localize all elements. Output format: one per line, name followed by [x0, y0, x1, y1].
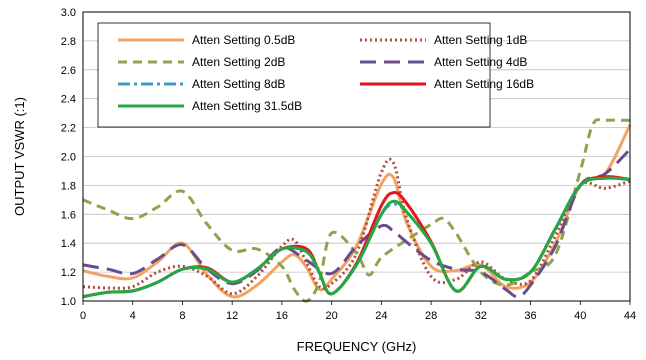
- x-tick-labels: 0 4 8 12 16 20 24 28 32 36 40 44: [80, 301, 636, 322]
- y-tick-label: 1.8: [61, 180, 76, 192]
- x-axis-title: FREQUENCY (GHz): [297, 339, 417, 354]
- legend-label-5: Atten Setting 16dB: [434, 77, 534, 91]
- legend-label-4: Atten Setting 8dB: [192, 77, 285, 91]
- x-tick-label: 28: [425, 310, 437, 322]
- y-tick-label: 2.8: [61, 36, 76, 48]
- x-tick-label: 4: [130, 310, 136, 322]
- x-tick-label: 12: [226, 310, 238, 322]
- x-tick-label: 20: [326, 310, 338, 322]
- y-tick-label: 3.0: [61, 7, 76, 19]
- plot-border: [82, 11, 631, 302]
- series-line-0: [82, 124, 632, 299]
- legend-label-1: Atten Setting 1dB: [434, 33, 527, 47]
- legend-label-2: Atten Setting 2dB: [192, 55, 285, 69]
- series-lines: [82, 118, 632, 303]
- series-line-6: [82, 176, 631, 299]
- y-tick-label: 2.0: [61, 152, 76, 164]
- x-tick-label: 40: [574, 310, 586, 322]
- y-tick-label: 1.4: [61, 238, 76, 250]
- y-tick-label: 2.6: [61, 65, 76, 77]
- y-tick-labels: 1.0 1.2 1.4 1.6 1.8 2.0 2.2 2.4 2.6 2.8 3.0: [61, 7, 76, 308]
- y-axis-title: OUTPUT VSWR (:1): [12, 97, 27, 216]
- y-tick-label: 1.0: [61, 296, 76, 308]
- series-line-3: [82, 148, 632, 299]
- series-line-2: [82, 118, 631, 303]
- x-tick-label: 24: [375, 310, 387, 322]
- x-tick-label: 8: [179, 310, 185, 322]
- series-line-1: [82, 157, 631, 296]
- y-tick-label: 1.6: [61, 209, 76, 221]
- legend-label-3: Atten Setting 4dB: [434, 55, 527, 69]
- legend-label-6: Atten Setting 31.5dB: [192, 99, 302, 113]
- legend: Atten Setting 0.5dB Atten Setting 1dB Atte…: [97, 22, 534, 128]
- legend-label-0: Atten Setting 0.5dB: [192, 33, 295, 47]
- x-tick-label: 44: [624, 310, 636, 322]
- x-tick-label: 32: [475, 310, 487, 322]
- y-tick-label: 1.2: [61, 267, 76, 279]
- x-tick-label: 0: [80, 310, 86, 322]
- y-tick-label: 2.2: [61, 123, 76, 135]
- x-tick-label: 16: [276, 310, 288, 322]
- x-tick-label: 36: [524, 310, 536, 322]
- y-tick-label: 2.4: [61, 94, 76, 106]
